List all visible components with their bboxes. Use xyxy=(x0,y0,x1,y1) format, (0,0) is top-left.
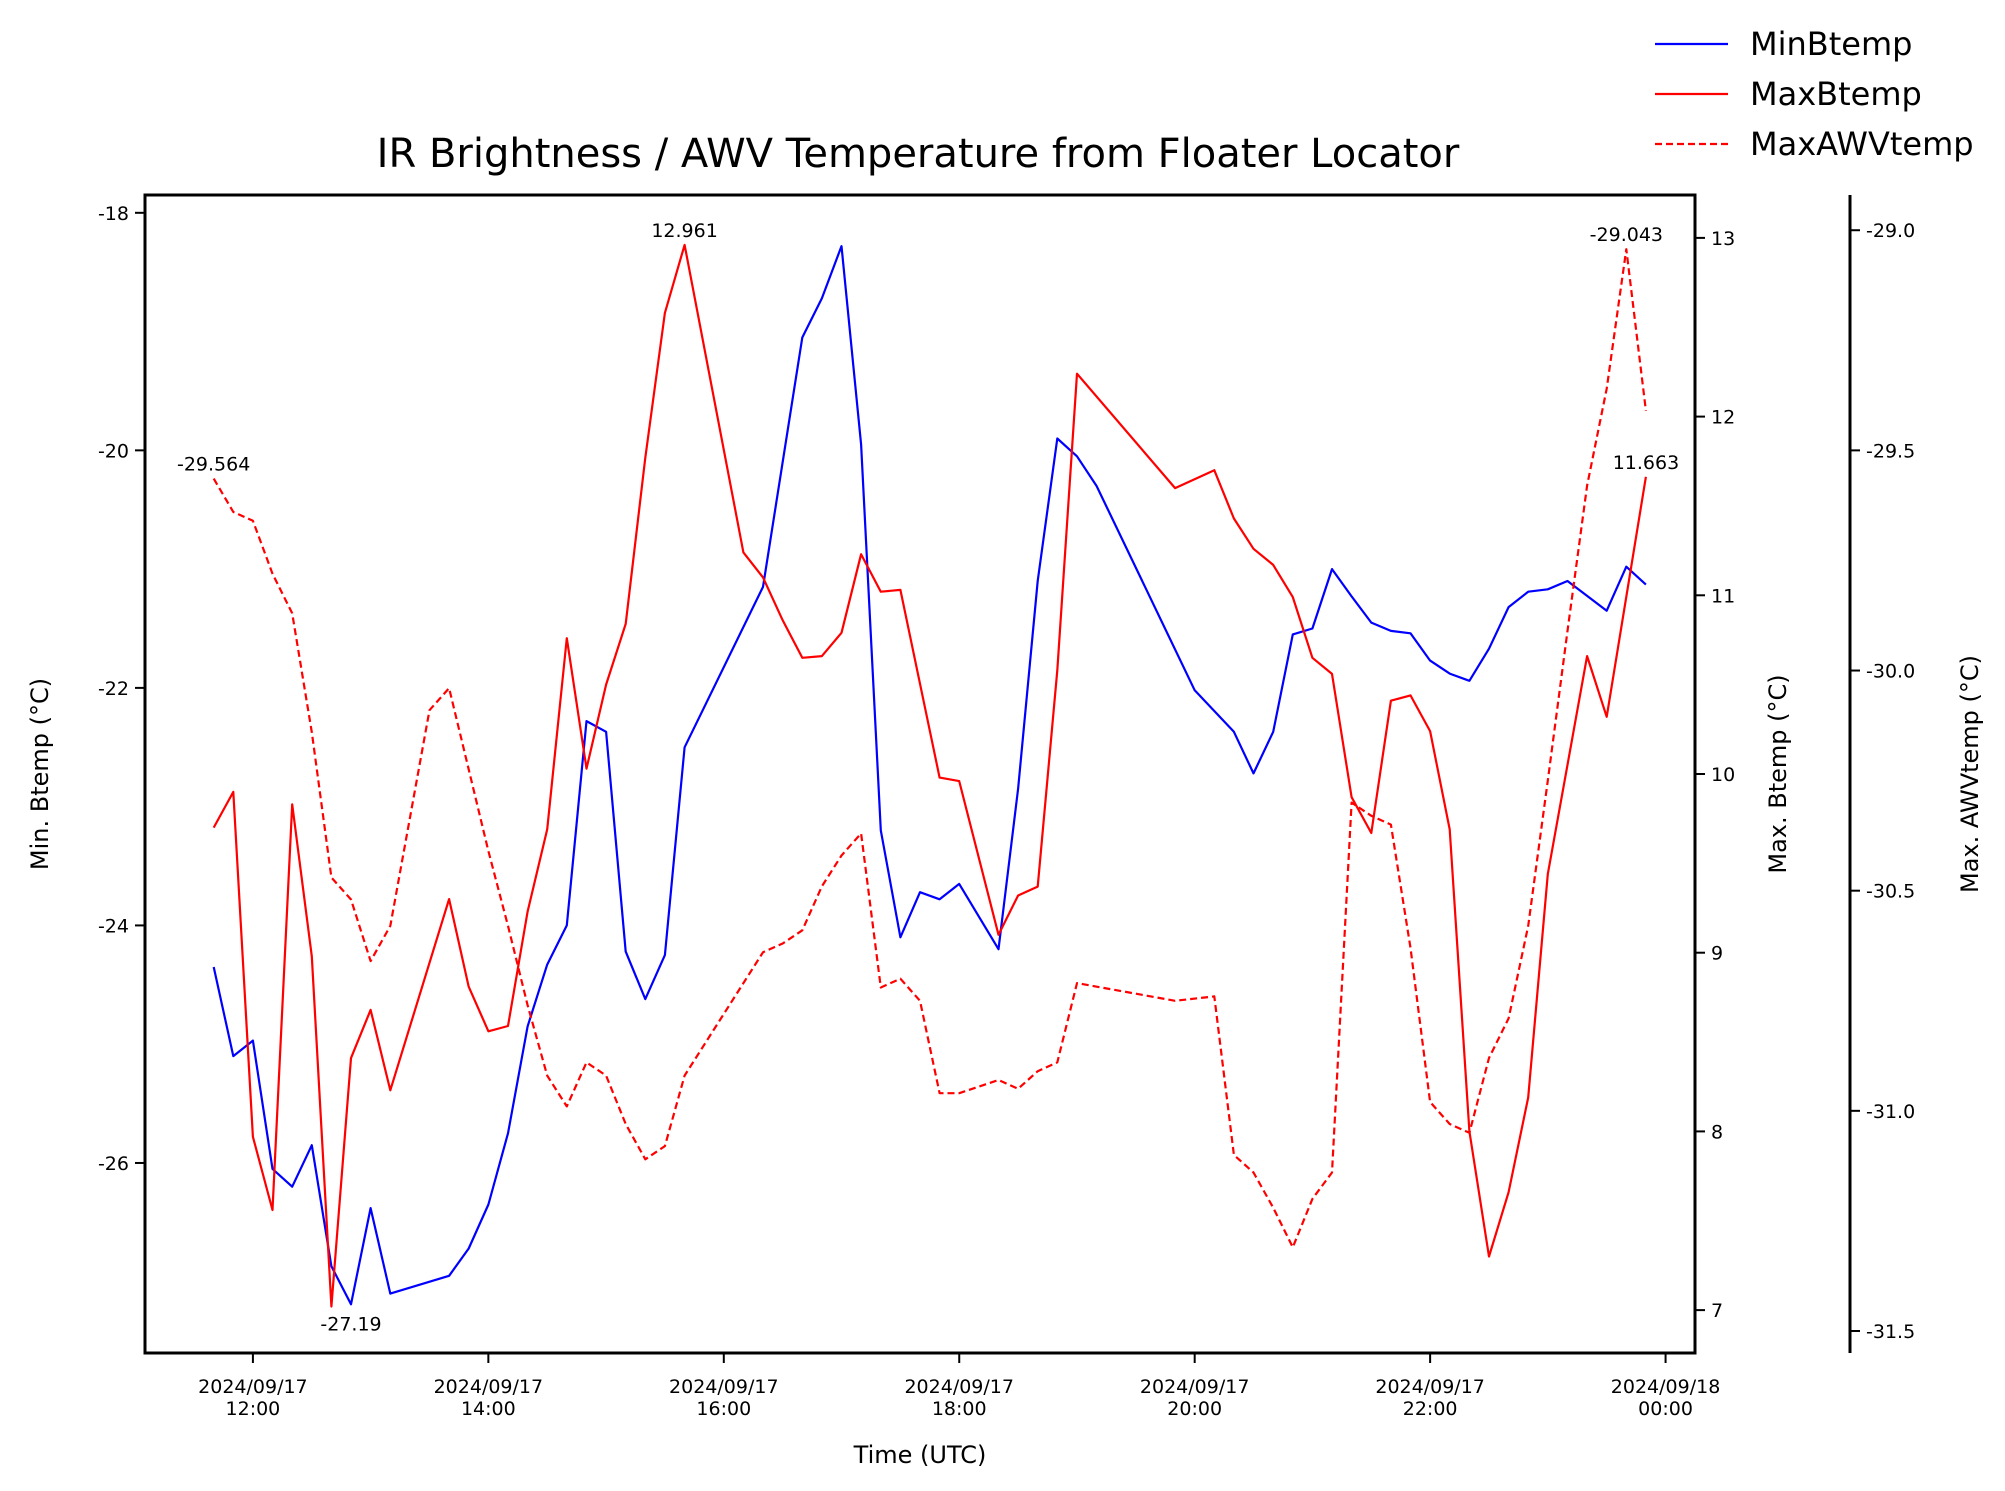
x-tick-label: 2024/09/17 xyxy=(1140,1376,1250,1398)
data-label: 12.961 xyxy=(651,220,717,242)
right-axis-tick-label: 11 xyxy=(1711,585,1735,607)
data-label: -29.043 xyxy=(1590,224,1663,246)
series-line-maxawvtemp xyxy=(212,248,1647,1249)
annotation-layer: -29.564 -27.19 12.961 -29.043 11.663 xyxy=(177,220,1679,1335)
right-axis-tick-label: 12 xyxy=(1711,407,1735,429)
left-axis-tick-label: -22 xyxy=(98,678,129,700)
right2-axis-tick-label: -31.5 xyxy=(1866,1321,1915,1343)
right2-axis-label: Max. AWVtemp (°C) xyxy=(1956,655,1984,893)
x-tick-label: 2024/09/17 xyxy=(904,1376,1014,1398)
right2-axis-tick-label: -29.0 xyxy=(1866,220,1915,242)
series-line-maxbtemp xyxy=(212,243,1647,1308)
x-tick-label: 2024/09/17 xyxy=(434,1376,544,1398)
right-axis: 7 8 9 10 11 12 13 xyxy=(1695,228,1735,1322)
right2-axis-tick-label: -29.5 xyxy=(1866,440,1915,462)
chart-title: IR Brightness / AWV Temperature from Flo… xyxy=(377,131,1460,177)
data-label: -27.19 xyxy=(320,1313,381,1335)
plot-area xyxy=(143,193,1697,1355)
left-axis: -18 -20 -22 -24 -26 xyxy=(98,203,145,1175)
right-axis-tick-label: 8 xyxy=(1711,1121,1723,1143)
right-axis-tick-label: 7 xyxy=(1711,1300,1723,1322)
left-axis-tick-label: -24 xyxy=(98,915,129,937)
legend-label-maxbtemp: MaxBtemp xyxy=(1750,75,1922,113)
x-tick-label: 12:00 xyxy=(226,1398,281,1420)
right-axis-label: Max. Btemp (°C) xyxy=(1764,674,1792,873)
x-axis-label: Time (UTC) xyxy=(853,1441,987,1469)
x-tick-label: 00:00 xyxy=(1638,1398,1693,1420)
legend-label-minbtemp: MinBtemp xyxy=(1750,25,1912,63)
right-axis-tick-label: 9 xyxy=(1711,943,1723,965)
x-axis: 2024/09/1712:002024/09/1714:002024/09/17… xyxy=(198,1353,1720,1420)
right2-axis-tick-label: -30.0 xyxy=(1866,661,1915,683)
x-tick-label: 20:00 xyxy=(1167,1398,1222,1420)
legend-label-maxawvtemp: MaxAWVtemp xyxy=(1750,125,1974,163)
series-layer xyxy=(212,243,1647,1308)
x-tick-label: 2024/09/17 xyxy=(1375,1376,1485,1398)
x-tick-label: 2024/09/17 xyxy=(669,1376,779,1398)
plot-frame xyxy=(143,193,1697,1355)
right2-axis-tick-label: -30.5 xyxy=(1866,881,1915,903)
right-axis-tick-label: 10 xyxy=(1711,764,1735,786)
left-axis-label: Min. Btemp (°C) xyxy=(26,678,54,870)
x-tick-label: 22:00 xyxy=(1403,1398,1458,1420)
x-tick-label: 16:00 xyxy=(696,1398,751,1420)
right-axis-tick-label: 13 xyxy=(1711,228,1735,250)
left-axis-tick-label: -18 xyxy=(98,203,129,225)
left-axis-tick-label: -26 xyxy=(98,1153,129,1175)
legend: MinBtemp MaxBtemp MaxAWVtemp xyxy=(1655,25,1974,163)
right2-axis: -29.0 -29.5 -30.0 -30.5 -31.0 -31.5 xyxy=(1848,195,1915,1353)
x-tick-label: 14:00 xyxy=(461,1398,516,1420)
x-tick-label: 2024/09/17 xyxy=(198,1376,308,1398)
data-label: -29.564 xyxy=(177,454,250,476)
series-line-minbtemp xyxy=(212,245,1647,1306)
left-axis-tick-label: -20 xyxy=(98,440,129,462)
x-tick-label: 18:00 xyxy=(932,1398,987,1420)
data-label: 11.663 xyxy=(1613,452,1679,474)
x-tick-label: 2024/09/18 xyxy=(1611,1376,1721,1398)
right2-axis-tick-label: -31.0 xyxy=(1866,1101,1915,1123)
